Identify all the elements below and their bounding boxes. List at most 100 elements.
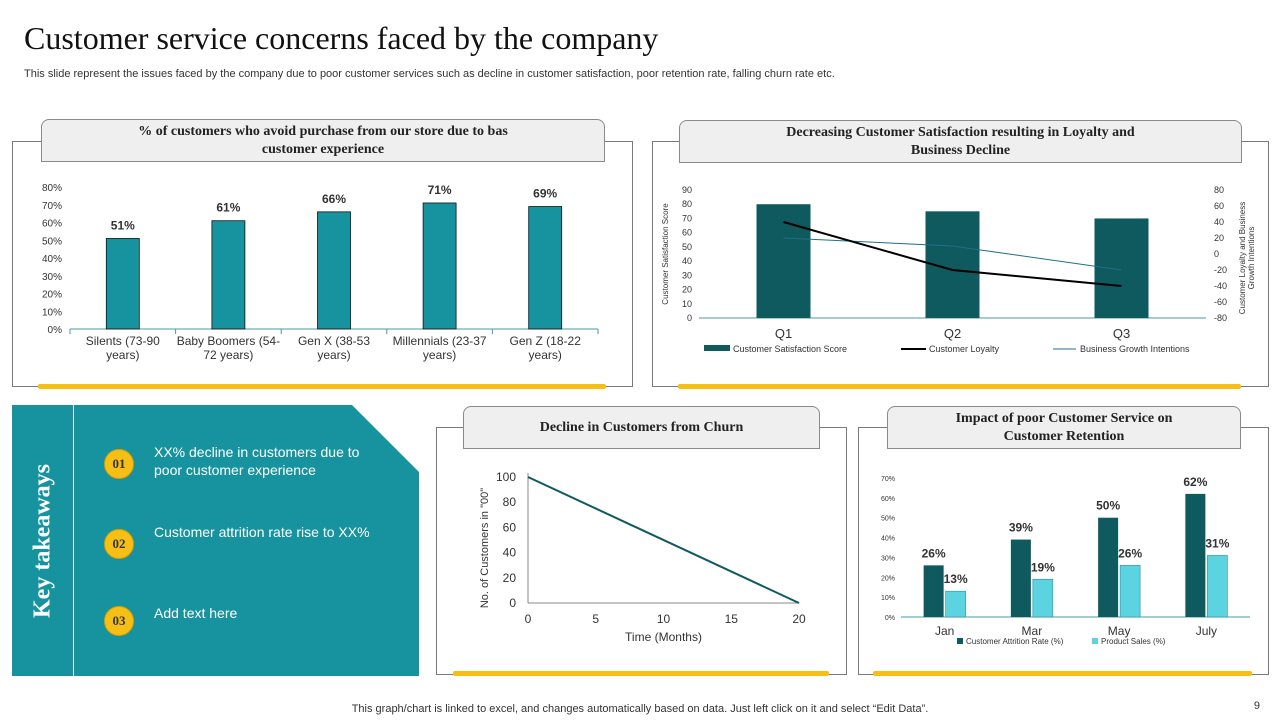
retention-accent-bar bbox=[873, 671, 1252, 676]
bar bbox=[1207, 555, 1228, 618]
takeaway-number-3: 03 bbox=[104, 606, 134, 636]
y-tick-label: 40 bbox=[682, 256, 692, 266]
y-axis-label: Customer Satisfaction Score bbox=[661, 203, 670, 305]
legend-swatch bbox=[1092, 638, 1098, 644]
churn-panel bbox=[436, 427, 847, 675]
x-tick-label: Q1 bbox=[775, 326, 792, 341]
x-tick-label: years) bbox=[529, 348, 562, 362]
churn-accent-bar bbox=[453, 671, 829, 676]
legend-label: Customer Attrition Rate (%) bbox=[966, 637, 1064, 646]
data-label: 61% bbox=[216, 201, 240, 215]
x-tick-label: May bbox=[1108, 624, 1131, 638]
y2-tick-label: -80 bbox=[1214, 313, 1227, 323]
takeaways-label: Key takeaways bbox=[12, 405, 74, 676]
bar bbox=[317, 211, 351, 330]
data-label: 62% bbox=[1183, 475, 1207, 489]
y-tick-label: 60% bbox=[881, 496, 895, 503]
bar bbox=[422, 202, 457, 330]
x-tick-label: 20 bbox=[792, 612, 806, 626]
takeaway-text-3[interactable]: Add text here bbox=[154, 605, 238, 621]
y-tick-label: 20 bbox=[682, 285, 692, 295]
y-tick-label: 30 bbox=[682, 270, 692, 280]
y-tick-label: 40% bbox=[881, 536, 895, 543]
retention-chart[interactable]: 0% 10% 20% 30% 40% 50% 60% 70% 26% 13% Jan 39% 19% Ma… bbox=[858, 455, 1269, 667]
avoid-purchase-chart[interactable]: 0% 10% 20% 30% 40% 50% 60% 70% 80% 51% Silents (73… bbox=[12, 165, 633, 380]
avoid-purchase-header: % of customers who avoid purchase from o… bbox=[41, 119, 605, 162]
y-tick-label: 50% bbox=[42, 236, 62, 247]
x-tick-label: 15 bbox=[725, 612, 739, 626]
y2-axis-label: Growth Intentions bbox=[1247, 227, 1256, 290]
y-tick-label: 60% bbox=[42, 219, 62, 230]
retention-header: Impact of poor Customer Service on Custom… bbox=[887, 406, 1241, 449]
takeaway-text-1[interactable]: XX% decline in customers due to poor cus… bbox=[154, 444, 360, 478]
satisfaction-header: Decreasing Customer Satisfaction resulti… bbox=[679, 120, 1242, 163]
footer-note: This graph/chart is linked to excel, and… bbox=[351, 703, 929, 715]
churn-header: Decline in Customers from Churn bbox=[463, 406, 820, 449]
retention-title-line1: Impact of poor Customer Service on bbox=[955, 410, 1173, 426]
bar bbox=[1032, 578, 1054, 618]
x-tick-label: Jan bbox=[935, 624, 954, 638]
bar bbox=[528, 206, 563, 330]
y2-tick-label: 60 bbox=[1214, 201, 1224, 211]
y2-tick-label: 0 bbox=[1214, 249, 1219, 259]
y-tick-label: 20 bbox=[503, 571, 517, 585]
y-tick-label: 10% bbox=[42, 307, 62, 318]
x-tick-label: Q2 bbox=[944, 326, 961, 341]
satisfaction-title-line1: Decreasing Customer Satisfaction resulti… bbox=[786, 124, 1135, 140]
y-tick-label: 80% bbox=[42, 183, 62, 194]
line-series bbox=[783, 237, 1122, 271]
churn-chart[interactable]: 0 20 40 60 80 100 0 5 10 15 20 Time (Months) No. of … bbox=[436, 455, 847, 667]
takeaway-number-2: 02 bbox=[104, 529, 134, 559]
y-tick-label: 60 bbox=[682, 228, 692, 238]
data-label: 31% bbox=[1205, 536, 1229, 550]
satisfaction-accent-bar bbox=[678, 384, 1241, 389]
data-label: 13% bbox=[944, 572, 968, 586]
x-tick-label: years) bbox=[106, 348, 139, 362]
legend-label: Customer Satisfaction Score bbox=[733, 344, 847, 354]
bar bbox=[945, 590, 966, 618]
legend-swatch bbox=[704, 345, 730, 351]
bar bbox=[756, 204, 811, 318]
x-tick-label: Gen Z (18-22 bbox=[510, 334, 582, 348]
y-tick-label: 80 bbox=[503, 495, 517, 509]
legend-swatch bbox=[957, 638, 963, 644]
y-tick-label: 10 bbox=[682, 299, 692, 309]
satisfaction-chart[interactable]: 0 10 20 30 40 50 60 70 80 90 -80 -60 -40 -20 0 20 40 60 80… bbox=[652, 165, 1269, 380]
legend-label: Product Sales (%) bbox=[1101, 637, 1166, 646]
y-tick-label: 0 bbox=[687, 313, 692, 323]
y-tick-label: 40% bbox=[42, 254, 62, 265]
satisfaction-title-line2: Business Decline bbox=[910, 142, 1011, 158]
data-label: 26% bbox=[1118, 546, 1142, 560]
churn-title: Decline in Customers from Churn bbox=[539, 419, 744, 435]
bar bbox=[1098, 517, 1119, 617]
x-tick-label: Baby Boomers (54- bbox=[177, 334, 280, 348]
retention-title-line2: Customer Retention bbox=[1003, 428, 1125, 444]
y-tick-label: 70 bbox=[682, 213, 692, 223]
x-tick-label: 72 years) bbox=[203, 348, 253, 362]
takeaway-item-3: 03 Add text here bbox=[104, 605, 374, 636]
y2-axis-label: Customer Loyalty and Business bbox=[1238, 202, 1247, 315]
y-tick-label: 50 bbox=[682, 242, 692, 252]
y-tick-label: 70% bbox=[42, 201, 62, 212]
slide-title: Customer service concerns faced by the c… bbox=[24, 20, 659, 56]
takeaways-label-text: Key takeaways bbox=[29, 463, 56, 618]
y-tick-label: 0% bbox=[48, 325, 63, 336]
y-tick-label: 0 bbox=[509, 596, 516, 610]
y-tick-label: 30% bbox=[42, 272, 62, 283]
takeaway-text-2[interactable]: Customer attrition rate rise to XX% bbox=[154, 524, 370, 540]
y2-tick-label: 40 bbox=[1214, 217, 1224, 227]
y2-tick-label: -40 bbox=[1214, 281, 1227, 291]
data-label: 69% bbox=[533, 187, 557, 201]
takeaway-number-1: 01 bbox=[104, 449, 134, 479]
data-label: 39% bbox=[1009, 521, 1033, 535]
x-tick-label: Silents (73-90 bbox=[86, 334, 160, 348]
x-tick-label: years) bbox=[317, 348, 350, 362]
x-tick-label: Gen X (38-53 bbox=[298, 334, 370, 348]
data-label: 19% bbox=[1031, 560, 1055, 574]
x-tick-label: Q3 bbox=[1113, 326, 1130, 341]
x-tick-label: years) bbox=[423, 348, 456, 362]
bar bbox=[1094, 218, 1149, 318]
y-tick-label: 0% bbox=[885, 615, 895, 622]
y-tick-label: 20% bbox=[42, 290, 62, 301]
takeaway-item-1: 01 XX% decline in customers due to poor … bbox=[104, 444, 374, 479]
